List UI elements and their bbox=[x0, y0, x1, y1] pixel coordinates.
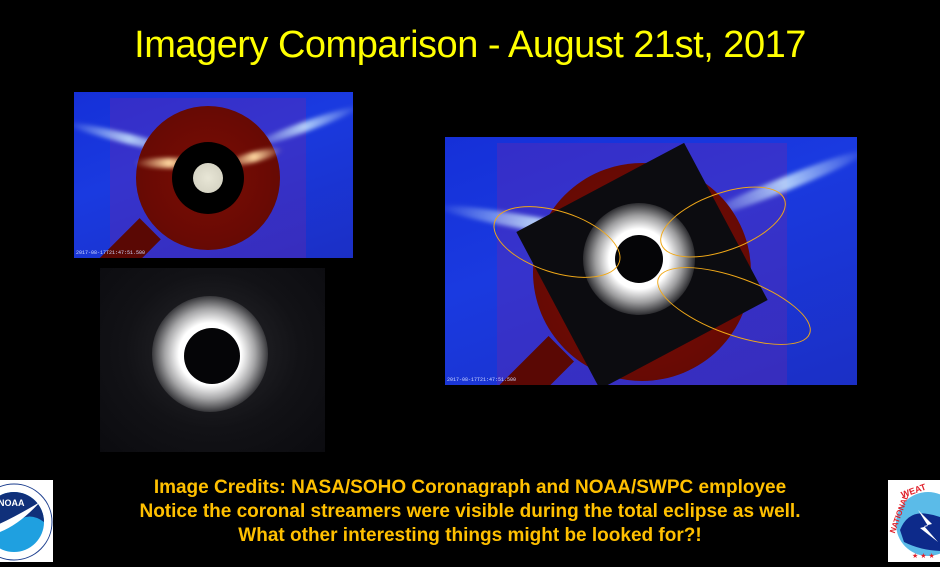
noaa-logo: NOAA bbox=[0, 480, 53, 562]
credits-text: Image Credits: NASA/SOHO Coronagraph and… bbox=[0, 476, 940, 548]
moon-disk bbox=[184, 328, 240, 384]
moon-disk bbox=[615, 235, 663, 283]
c2-streamer-left bbox=[134, 158, 204, 168]
timestamp: 2017-08-17T21:47:51.500 bbox=[447, 377, 517, 383]
slide-title: Imagery Comparison - August 21st, 2017 bbox=[134, 24, 806, 66]
lasco-coronagraph-image: 2017-08-17T21:47:51.500 bbox=[74, 92, 353, 258]
timestamp: 2017-08-17T21:47:51.500 bbox=[76, 250, 146, 256]
eclipse-photo bbox=[100, 268, 325, 452]
overlay-comparison-image: 2017-08-17T21:47:51.500 bbox=[445, 137, 857, 385]
svg-text:★ ★ ★: ★ ★ ★ bbox=[912, 552, 935, 560]
nws-logo: WEAT NATIONAL ★ ★ ★ bbox=[888, 480, 940, 562]
noaa-emblem-icon: NOAA bbox=[0, 483, 53, 561]
sun-disk bbox=[193, 163, 223, 193]
credits-line-1: Image Credits: NASA/SOHO Coronagraph and… bbox=[153, 477, 787, 498]
credits-line-3: What other interesting things might be l… bbox=[238, 525, 702, 546]
credits-line-2: Notice the coronal streamers were visibl… bbox=[139, 501, 801, 522]
nws-emblem-icon: WEAT NATIONAL ★ ★ ★ bbox=[888, 482, 940, 560]
svg-text:NOAA: NOAA bbox=[0, 498, 25, 508]
